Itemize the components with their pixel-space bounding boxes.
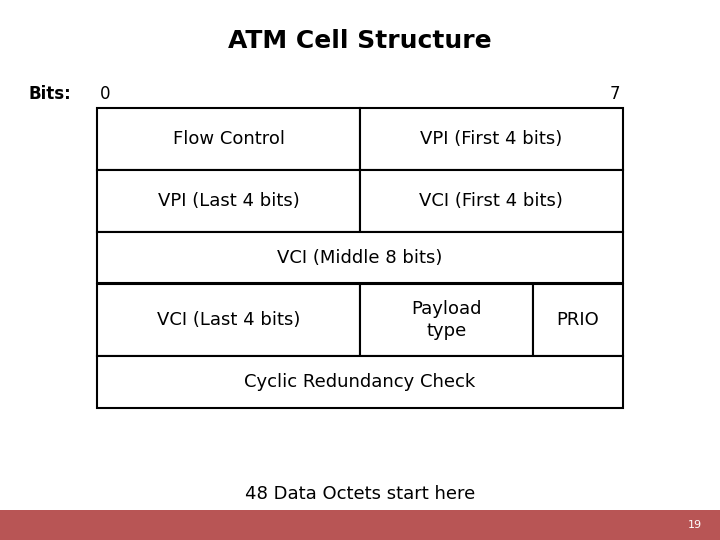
Text: ATM Cell Structure: ATM Cell Structure [228,29,492,52]
Bar [97,108,360,170]
Text: 48 Data Octets start here: 48 Data Octets start here [245,485,475,503]
Text: VCI (Last 4 bits): VCI (Last 4 bits) [157,311,300,329]
Text: 19: 19 [688,520,702,530]
Bar [0,510,720,540]
Text: VPI (First 4 bits): VPI (First 4 bits) [420,130,562,148]
Text: Flow Control: Flow Control [173,130,284,148]
Bar [360,108,623,170]
Text: Payload
type: Payload type [411,300,482,340]
Text: 7: 7 [609,85,620,104]
Bar [360,170,623,232]
Text: Cyclic Redundancy Check: Cyclic Redundancy Check [244,373,476,391]
Text: VPI (Last 4 bits): VPI (Last 4 bits) [158,192,300,210]
Bar [360,284,534,356]
Bar [97,284,360,356]
Text: VCI (Middle 8 bits): VCI (Middle 8 bits) [277,249,443,267]
Bar [97,170,360,232]
Bar [97,356,623,408]
Bar [97,232,623,284]
Text: PRIO: PRIO [557,311,600,329]
Text: Bits:: Bits: [29,85,71,104]
Text: VCI (First 4 bits): VCI (First 4 bits) [420,192,563,210]
Bar [534,284,623,356]
Text: 0: 0 [100,85,111,104]
